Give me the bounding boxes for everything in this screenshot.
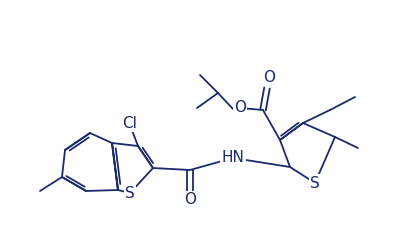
- Text: HN: HN: [222, 150, 245, 166]
- Text: Cl: Cl: [123, 115, 138, 131]
- Text: O: O: [263, 70, 275, 85]
- Text: O: O: [184, 192, 196, 207]
- Text: S: S: [310, 175, 320, 191]
- Text: O: O: [234, 101, 246, 115]
- Text: S: S: [125, 185, 135, 201]
